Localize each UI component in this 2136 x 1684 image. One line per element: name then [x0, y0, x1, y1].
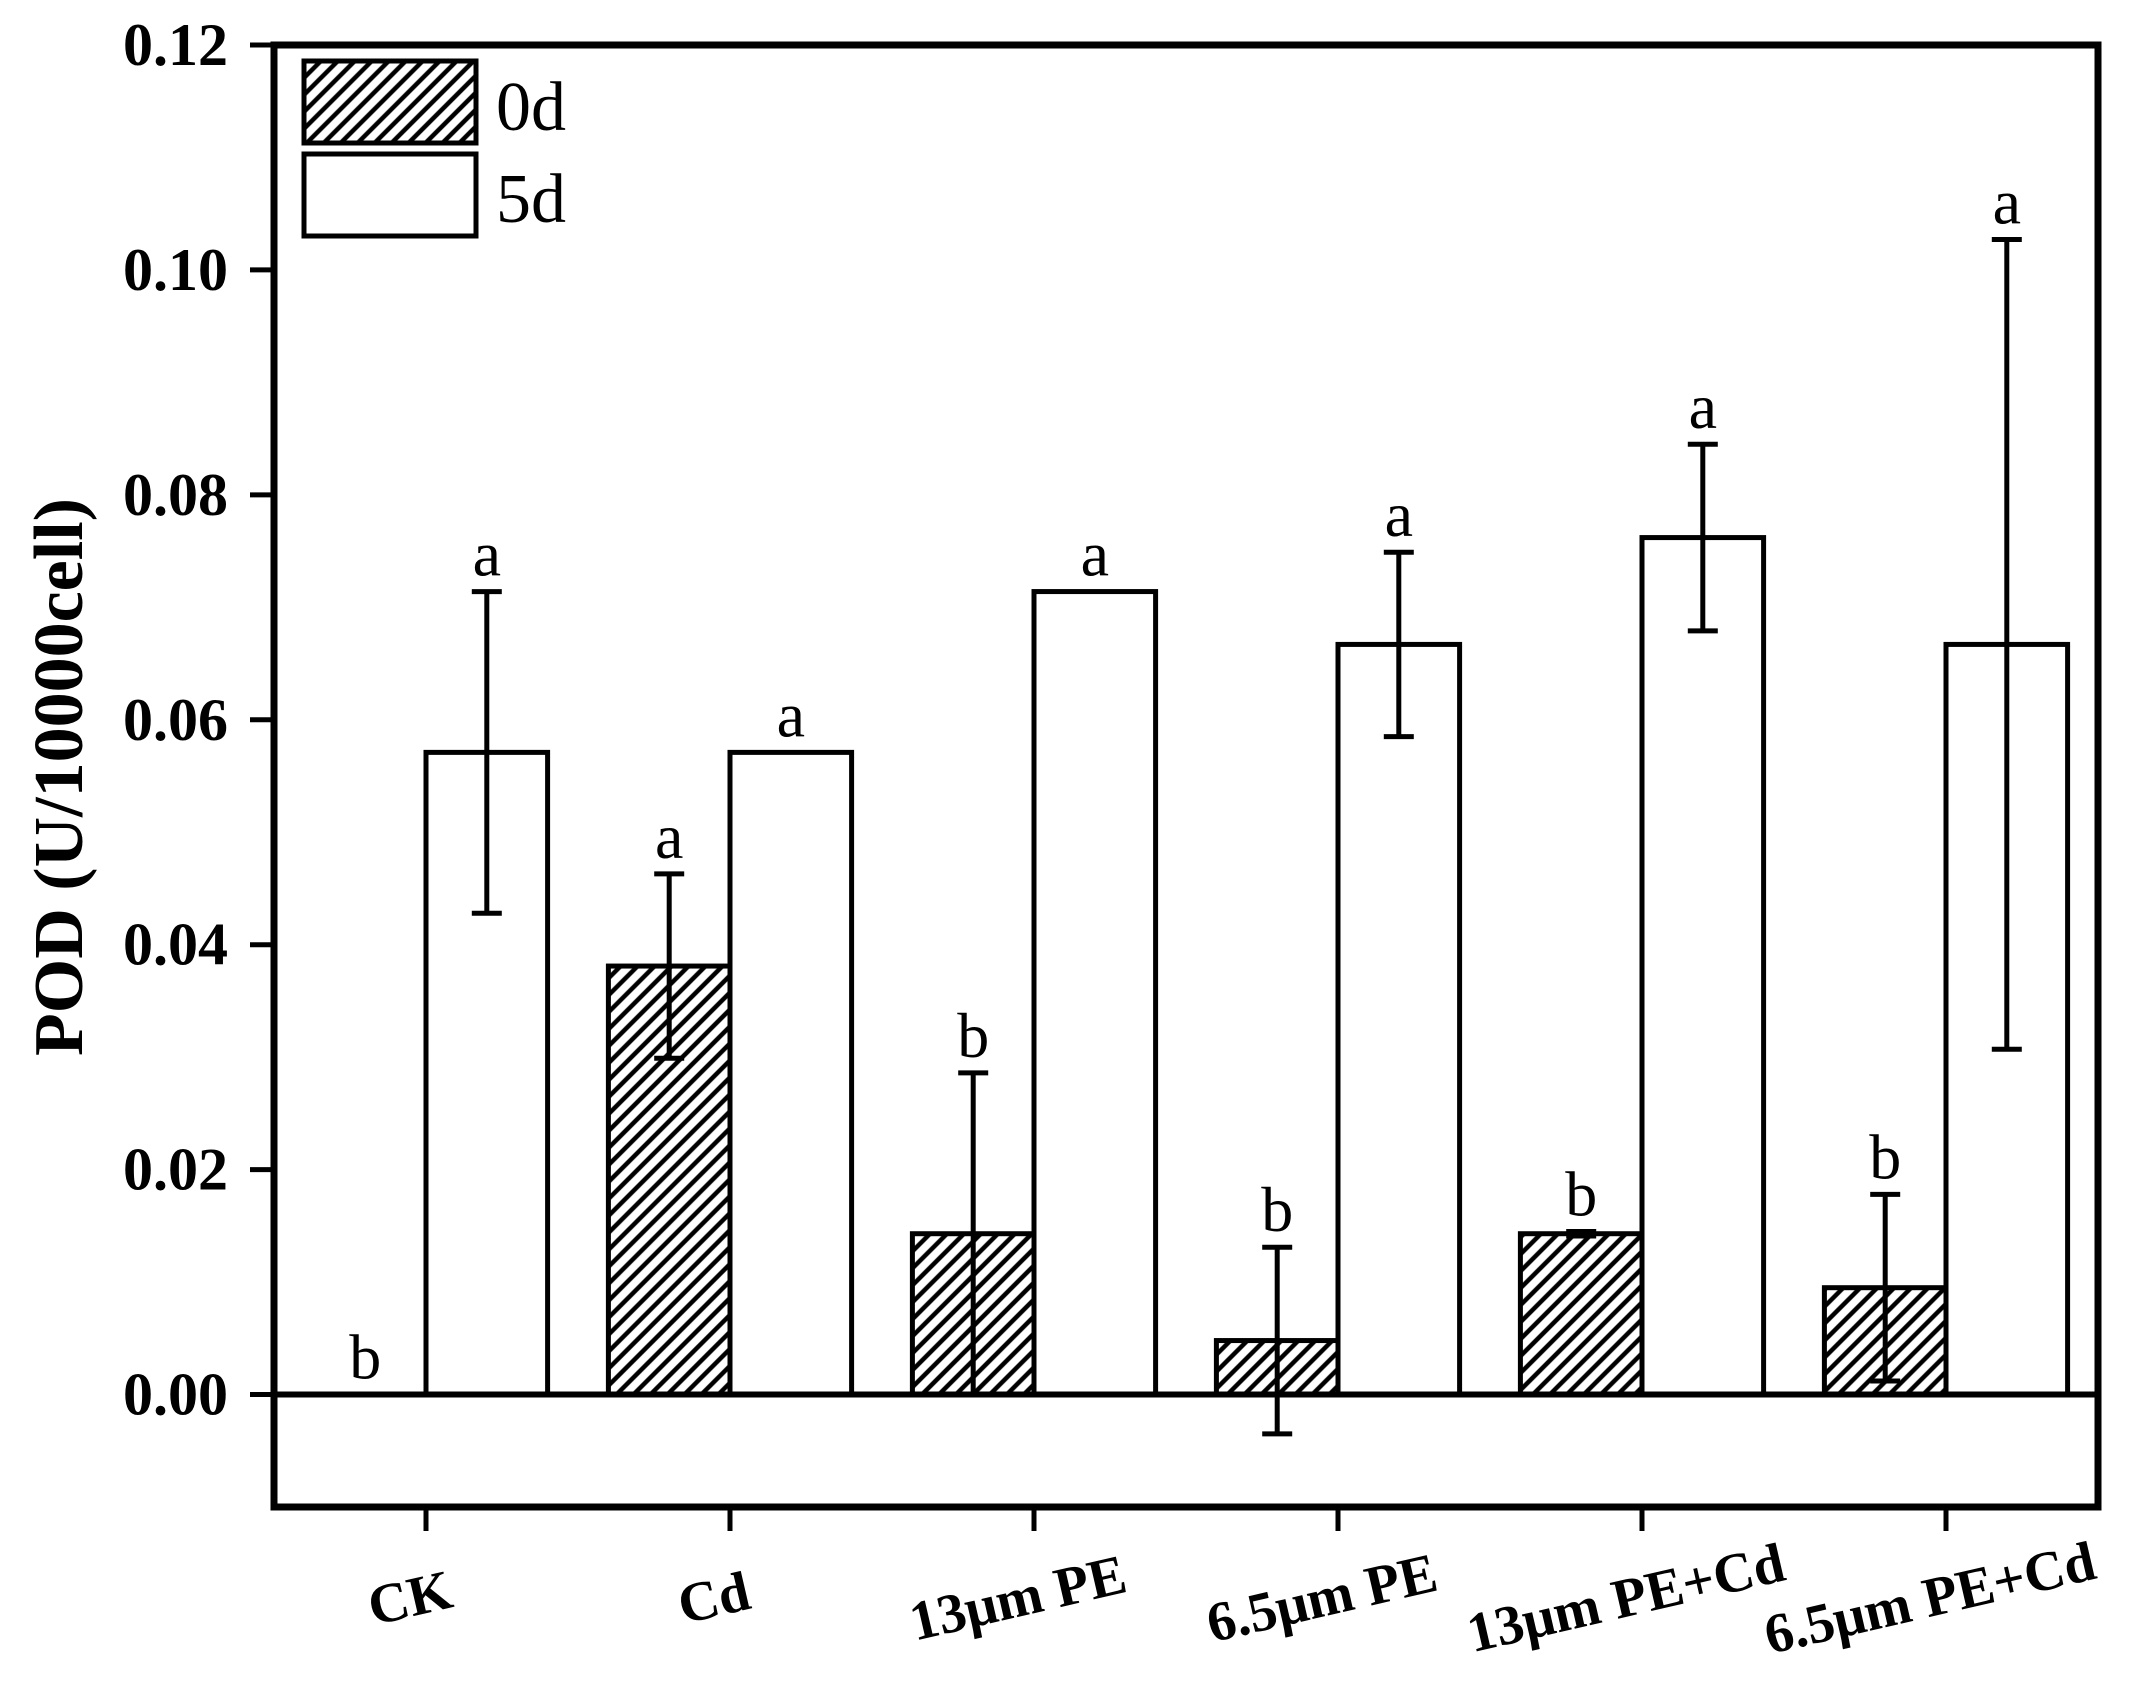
significance-letter-5d-13um-pe: a — [1081, 519, 1109, 590]
y-tick-label-0-04: 0.04 — [123, 912, 228, 978]
significance-letter-5d-13um-pe-cd: a — [1689, 371, 1717, 442]
legend-swatch-5d — [301, 151, 479, 239]
bar-0d-13um-pe-cd — [1517, 1231, 1645, 1398]
error-bar-0d-13um-pe — [958, 1070, 989, 1398]
significance-letter-5d-6-5um-pe: a — [1385, 479, 1413, 550]
x-tick-label-cd: Cd — [672, 1560, 756, 1637]
significance-letter-5d-ck: a — [473, 519, 501, 590]
significance-letters: b a b b b b a a a a a a — [349, 167, 2021, 1393]
error-bar-0d-cd — [654, 871, 685, 1061]
y-axis: 0.00 0.02 0.04 0.06 0.08 0.10 0.12 — [123, 12, 274, 1428]
y-axis-title: POD (U/10000cell) — [21, 498, 98, 1056]
significance-letter-0d-ck: b — [349, 1322, 381, 1393]
y-tick-label-0-00: 0.00 — [123, 1362, 228, 1428]
y-tick-label-0-06: 0.06 — [123, 687, 228, 753]
bar-5d-6-5um-pe — [1335, 641, 1463, 1398]
error-bars — [471, 237, 2022, 1437]
x-tick-label-13um-pe: 13μm PE — [904, 1544, 1132, 1654]
bars — [423, 535, 2071, 1398]
legend-swatch-0d — [301, 58, 479, 146]
y-tick-label-0-10: 0.10 — [123, 237, 228, 303]
significance-letter-0d-cd: a — [655, 801, 683, 872]
error-bar-0d-6-5um-pe — [1262, 1244, 1293, 1437]
error-bar-0d-13um-pe-cd — [1566, 1228, 1597, 1239]
error-bar-5d-ck — [471, 589, 502, 916]
x-axis: CK Cd 13μm PE 6.5μm PE 13μm PE+Cd6.5μm PE+Cd — [362, 1507, 2101, 1667]
plot-frame — [270, 41, 2102, 1511]
error-bar-5d-6-5um-pe-cd — [1991, 237, 2022, 1052]
significance-letter-5d-6-5um-pe-cd: a — [1993, 167, 2021, 238]
error-bar-0d-6-5um-pe-cd — [1870, 1191, 1901, 1384]
error-bar-5d-13um-pe-cd — [1687, 441, 1718, 634]
legend-label-5d: 5d — [496, 161, 566, 238]
significance-letter-0d-6-5um-pe-cd: b — [1869, 1121, 1901, 1192]
bar-5d-cd — [727, 749, 855, 1398]
legend-item-0d: 0d — [301, 58, 566, 146]
x-tick-label-ck: CK — [362, 1559, 458, 1638]
legend: 0d 5d — [301, 58, 566, 239]
significance-letter-5d-cd: a — [777, 679, 805, 750]
bar-5d-13um-pe-cd — [1639, 535, 1767, 1398]
significance-letter-0d-13um-pe: b — [957, 1000, 989, 1071]
x-tick-label-6-5um-pe-cd: 6.5μm PE+Cd — [1759, 1530, 2102, 1666]
y-tick-label-0-02: 0.02 — [123, 1137, 228, 1203]
legend-label-0d: 0d — [496, 69, 566, 146]
y-tick-label-0-12: 0.12 — [123, 12, 228, 78]
y-tick-label-0-08: 0.08 — [123, 462, 228, 528]
error-bar-5d-6-5um-pe — [1383, 549, 1414, 740]
significance-letter-0d-13um-pe-cd: b — [1565, 1158, 1597, 1229]
bar-5d-13um-pe — [1031, 589, 1159, 1398]
x-tick-label-6-5um-pe: 6.5μm PE — [1201, 1542, 1443, 1655]
x-tick-label-13um-pe-cd: 13μm PE+Cd — [1461, 1532, 1790, 1665]
legend-item-5d: 5d — [301, 151, 566, 239]
significance-letter-0d-6-5um-pe: b — [1261, 1174, 1293, 1245]
